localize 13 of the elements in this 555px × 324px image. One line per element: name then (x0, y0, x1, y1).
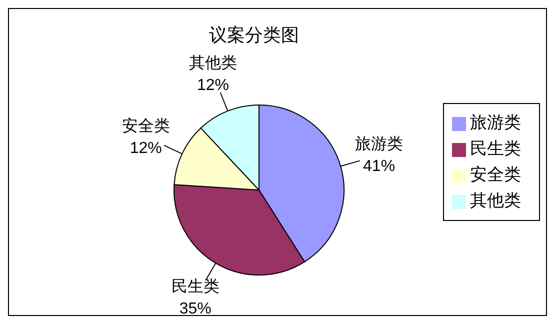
slice-label: 旅游类 (355, 135, 404, 154)
data-label: 41% (363, 158, 396, 176)
slice-label: 其他类 (188, 54, 237, 72)
legend-label: 民生类 (470, 139, 521, 158)
data-label: 12% (130, 140, 162, 157)
legend-label: 旅游类 (470, 113, 521, 132)
slice-label: 安全类 (122, 116, 170, 135)
legend-label: 其他类 (470, 191, 521, 210)
legend-label: 安全类 (470, 165, 521, 184)
chart-title: 议案分类图 (208, 24, 300, 47)
data-label: 35% (179, 300, 212, 318)
slice-label: 民生类 (171, 278, 220, 296)
data-label: 12% (196, 76, 229, 94)
